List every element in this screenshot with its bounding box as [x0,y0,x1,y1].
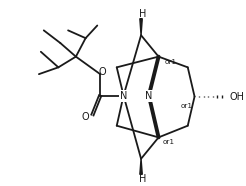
Text: or1: or1 [162,139,174,145]
Polygon shape [140,159,142,174]
Text: O: O [82,112,90,122]
Text: or1: or1 [164,60,176,65]
Polygon shape [140,19,142,35]
Text: H: H [139,9,147,19]
Text: N: N [120,91,127,101]
Text: N: N [145,91,153,101]
Text: H: H [139,174,147,184]
Text: OH: OH [230,92,245,102]
Text: or1: or1 [181,103,193,109]
Text: O: O [98,67,106,77]
